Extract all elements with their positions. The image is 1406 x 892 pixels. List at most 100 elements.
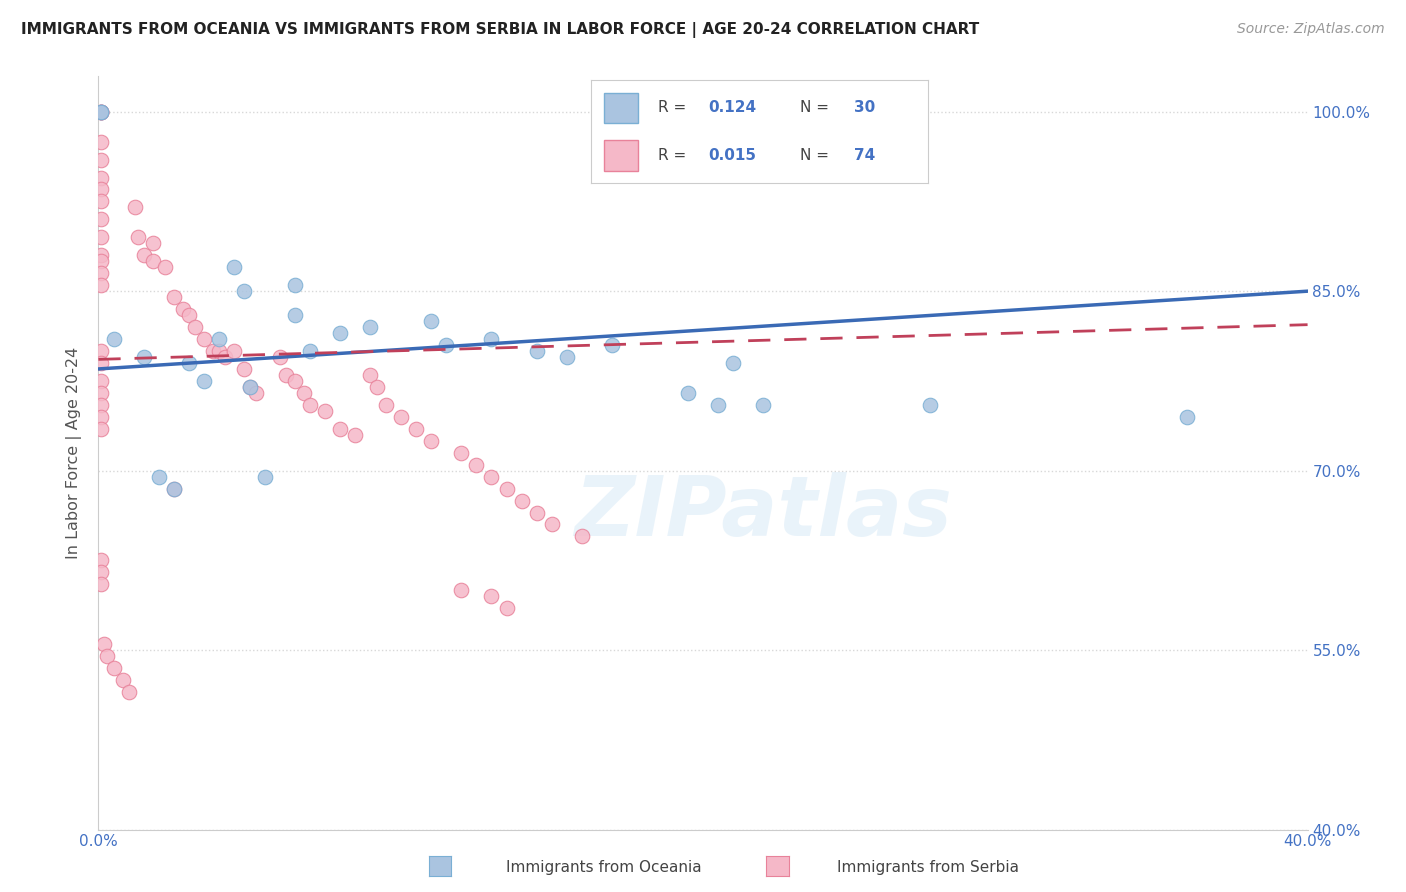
Point bbox=[193, 374, 215, 388]
Point bbox=[90, 266, 112, 280]
Point bbox=[450, 446, 472, 460]
Point bbox=[239, 380, 262, 394]
Point bbox=[90, 385, 112, 400]
Point bbox=[1175, 409, 1198, 424]
Point bbox=[495, 601, 517, 615]
Point bbox=[202, 343, 225, 358]
Point bbox=[90, 398, 112, 412]
Point bbox=[111, 673, 134, 687]
Point bbox=[127, 230, 149, 244]
Point bbox=[274, 368, 297, 382]
Point bbox=[90, 254, 112, 268]
Point bbox=[366, 380, 388, 394]
Point bbox=[90, 374, 112, 388]
Point bbox=[90, 153, 112, 167]
Point bbox=[299, 398, 322, 412]
Point bbox=[193, 332, 215, 346]
Point bbox=[90, 422, 112, 436]
Point bbox=[132, 248, 155, 262]
Point bbox=[360, 320, 382, 334]
Point bbox=[90, 356, 112, 370]
Text: N =: N = bbox=[800, 101, 834, 115]
Point bbox=[103, 661, 125, 675]
Point bbox=[118, 685, 141, 699]
Point bbox=[179, 308, 201, 322]
Point bbox=[253, 469, 276, 483]
Point bbox=[90, 278, 112, 293]
Point bbox=[208, 332, 231, 346]
Point bbox=[269, 350, 291, 364]
Text: 30: 30 bbox=[853, 101, 875, 115]
Point bbox=[284, 278, 307, 293]
Point bbox=[284, 374, 307, 388]
Point bbox=[526, 506, 548, 520]
Point bbox=[90, 194, 112, 209]
Point bbox=[184, 320, 207, 334]
Point bbox=[344, 427, 367, 442]
Point bbox=[142, 254, 165, 268]
Point bbox=[90, 104, 112, 119]
Point bbox=[420, 314, 443, 328]
Point bbox=[90, 104, 112, 119]
Point bbox=[172, 302, 194, 317]
Point bbox=[90, 577, 112, 591]
Point bbox=[495, 482, 517, 496]
Point bbox=[96, 649, 118, 664]
Point bbox=[374, 398, 396, 412]
Point bbox=[103, 332, 125, 346]
Point bbox=[90, 104, 112, 119]
Point bbox=[314, 404, 336, 418]
Point bbox=[142, 236, 165, 251]
Point bbox=[90, 135, 112, 149]
Point bbox=[405, 422, 427, 436]
Point bbox=[389, 409, 412, 424]
Point bbox=[224, 343, 246, 358]
Point bbox=[707, 398, 730, 412]
Text: IMMIGRANTS FROM OCEANIA VS IMMIGRANTS FROM SERBIA IN LABOR FORCE | AGE 20-24 COR: IMMIGRANTS FROM OCEANIA VS IMMIGRANTS FR… bbox=[21, 22, 980, 38]
Point bbox=[214, 350, 236, 364]
Text: R =: R = bbox=[658, 101, 692, 115]
Point bbox=[329, 326, 352, 340]
Point bbox=[90, 212, 112, 227]
Y-axis label: In Labor Force | Age 20-24: In Labor Force | Age 20-24 bbox=[66, 347, 83, 558]
Point bbox=[481, 469, 503, 483]
Point bbox=[163, 482, 186, 496]
Point bbox=[153, 260, 176, 275]
Text: ZIPatlas: ZIPatlas bbox=[575, 473, 952, 554]
Point bbox=[179, 356, 201, 370]
Point bbox=[329, 422, 352, 436]
Point bbox=[90, 170, 112, 185]
Point bbox=[232, 284, 254, 298]
Point bbox=[90, 566, 112, 580]
Point bbox=[93, 637, 115, 651]
Point bbox=[752, 398, 775, 412]
Point bbox=[90, 248, 112, 262]
Point bbox=[90, 230, 112, 244]
Point bbox=[360, 368, 382, 382]
Point bbox=[420, 434, 443, 448]
Point bbox=[571, 529, 593, 543]
Point bbox=[232, 362, 254, 376]
Point bbox=[90, 182, 112, 196]
Point bbox=[90, 343, 112, 358]
Text: 74: 74 bbox=[853, 148, 875, 162]
Point bbox=[132, 350, 155, 364]
Point bbox=[163, 482, 186, 496]
Point bbox=[224, 260, 246, 275]
Point bbox=[918, 398, 941, 412]
Point bbox=[450, 583, 472, 598]
Point bbox=[90, 104, 112, 119]
Point bbox=[124, 201, 146, 215]
Point bbox=[90, 409, 112, 424]
Point bbox=[434, 338, 457, 352]
Point bbox=[540, 517, 562, 532]
Text: 0.124: 0.124 bbox=[709, 101, 756, 115]
Bar bbox=[605, 140, 638, 170]
Point bbox=[602, 338, 624, 352]
Bar bbox=[605, 93, 638, 123]
Point bbox=[481, 332, 503, 346]
Point bbox=[148, 469, 170, 483]
Text: R =: R = bbox=[658, 148, 692, 162]
Text: 0.015: 0.015 bbox=[709, 148, 756, 162]
Point bbox=[481, 589, 503, 603]
